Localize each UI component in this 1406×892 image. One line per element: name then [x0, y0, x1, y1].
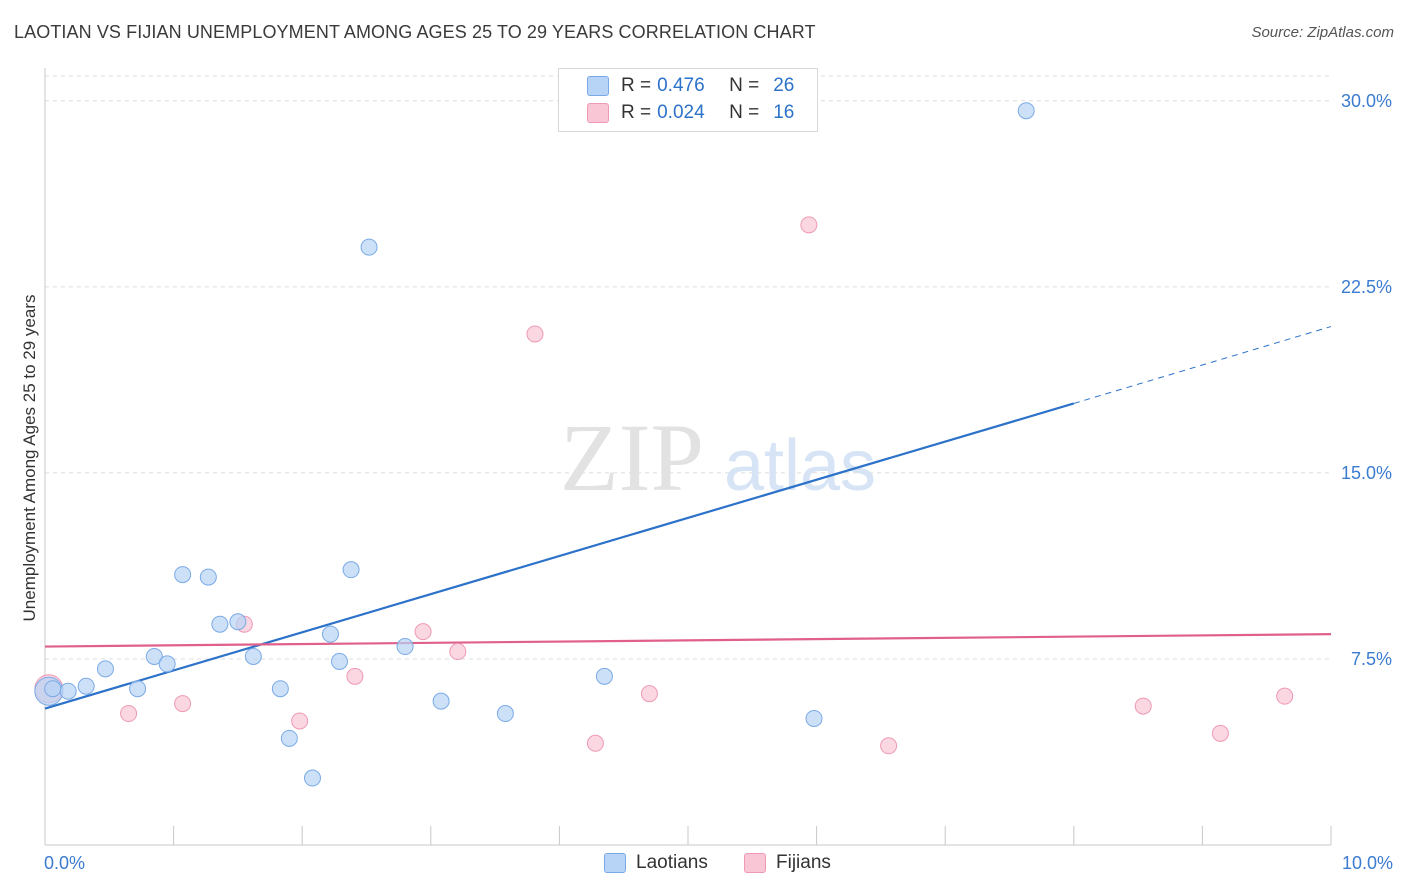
fijians-point — [449, 643, 467, 661]
r-label: R = — [621, 102, 652, 123]
n-label: N = — [729, 75, 760, 96]
watermark-atlas: atlas — [724, 426, 876, 506]
laotians-point — [496, 705, 514, 723]
legend-item-fijians: Fijians — [744, 852, 831, 874]
n-value: 16 — [773, 102, 795, 123]
fijians-point — [346, 667, 364, 685]
laotians-point — [96, 660, 114, 678]
laotians-point — [59, 682, 77, 700]
laotians-point — [129, 680, 147, 698]
laotians-point — [432, 692, 450, 710]
r-value: 0.024 — [657, 102, 705, 123]
r-value: 0.476 — [657, 75, 705, 96]
laotians-point — [321, 625, 339, 643]
laotians-point — [271, 680, 289, 698]
fijians-point — [800, 216, 818, 234]
watermark-zip: ZIP — [560, 404, 704, 511]
n-value: 26 — [773, 75, 795, 96]
laotians-legend-swatch — [604, 853, 626, 873]
laotians-point — [1017, 102, 1035, 120]
laotians-point — [145, 647, 163, 665]
x-tick-label: 0.0% — [44, 853, 85, 873]
series-legend: Laotians Fijians — [0, 852, 1406, 878]
laotians-point — [360, 238, 378, 256]
data-points — [34, 102, 1294, 787]
trend-lines — [44, 326, 1332, 710]
y-tick-label: 22.5% — [1341, 277, 1392, 297]
watermark: ZIP atlas — [560, 404, 876, 511]
fijians-point — [174, 695, 192, 713]
legend-row-laotians: R = 0.476 N = 26 — [587, 74, 794, 98]
laotians-legend-label: Laotians — [636, 852, 708, 873]
fijians-point — [1211, 724, 1229, 742]
laotians-point — [805, 709, 823, 727]
axes — [44, 68, 1332, 846]
fijians-point — [291, 712, 309, 730]
laotians-point — [280, 729, 298, 747]
fijians-point — [526, 325, 544, 343]
correlation-legend: R = 0.476 N = 26 R = 0.024 N = 16 — [558, 68, 818, 132]
laotians-point — [330, 652, 348, 670]
legend-row-fijians: R = 0.024 N = 16 — [587, 101, 794, 125]
laotians-point — [174, 566, 192, 584]
fijians-swatch — [587, 103, 609, 123]
chart-title: LAOTIAN VS FIJIAN UNEMPLOYMENT AMONG AGE… — [14, 22, 816, 42]
laotians-point — [342, 561, 360, 579]
laotians-point — [199, 568, 217, 586]
y-axis-label: Unemployment Among Ages 25 to 29 years — [20, 294, 39, 622]
y-tick-label: 15.0% — [1341, 463, 1392, 483]
laotians-trend-extension — [1073, 326, 1332, 404]
fijians-point — [640, 685, 658, 703]
fijians-point — [120, 705, 138, 723]
fijians-point — [414, 623, 432, 641]
laotians-point — [211, 615, 229, 633]
legend-item-laotians: Laotians — [604, 852, 708, 874]
laotians-point — [77, 677, 95, 695]
fijians-point — [1276, 687, 1294, 705]
laotians-point — [244, 647, 262, 665]
fijians-legend-label: Fijians — [776, 852, 831, 873]
laotians-swatch — [587, 76, 609, 96]
fijians-trend-line — [44, 633, 1332, 648]
gridlines — [45, 75, 1331, 660]
laotians-point — [303, 769, 321, 787]
r-label: R = — [621, 75, 652, 96]
laotians-point — [396, 638, 414, 656]
fijians-point — [1134, 697, 1152, 715]
laotians-point — [229, 613, 247, 631]
y-tick-label: 7.5% — [1351, 649, 1392, 669]
laotians-point — [158, 655, 176, 673]
fijians-legend-swatch — [744, 853, 766, 873]
source-label: Source: ZipAtlas.com — [1251, 24, 1394, 41]
y-tick-label: 30.0% — [1341, 91, 1392, 111]
laotians-point — [595, 667, 613, 685]
fijians-point — [586, 734, 604, 752]
n-label: N = — [729, 102, 760, 123]
tick-labels: 7.5% 15.0% 22.5% 30.0% 0.0% 10.0% — [44, 91, 1393, 873]
laotians-trend-line — [44, 402, 1075, 710]
laotians-point — [44, 680, 62, 698]
x-tick-label: 10.0% — [1342, 853, 1393, 873]
fijians-point — [880, 737, 898, 755]
